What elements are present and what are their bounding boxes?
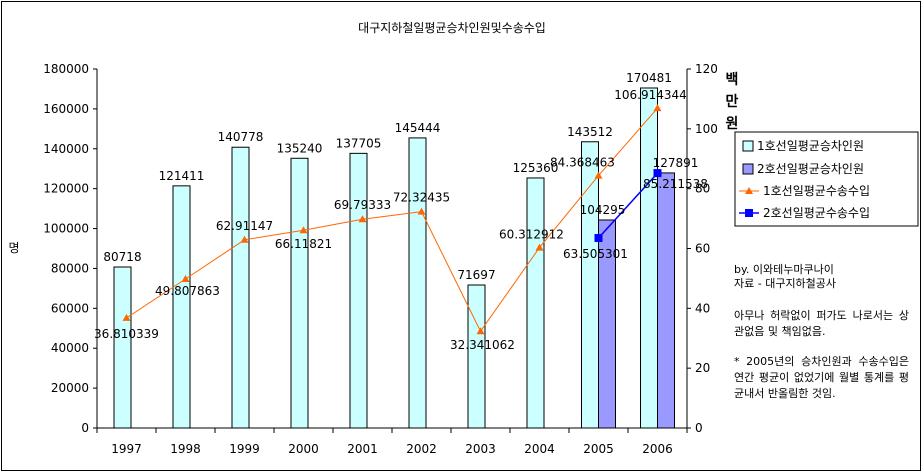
- right-tick-label: 0: [695, 421, 703, 435]
- line-label-line1-1999: 62.91147: [216, 219, 273, 233]
- bar-label-line1-2001: 137705: [336, 136, 382, 150]
- y2-axis-label: 원: [726, 116, 739, 132]
- marker-line1-revenue-1997: [122, 313, 131, 321]
- legend-label-line2-riders: 2호선일평균승차인원: [757, 162, 864, 176]
- line-label-line1-2006: 106.914344: [614, 88, 687, 102]
- bar-label-line1-2004: 125360: [513, 161, 559, 175]
- left-tick-label: 60000: [51, 301, 89, 315]
- right-tick-label: 80: [695, 182, 710, 196]
- x-tick-label: 1997: [111, 442, 142, 456]
- line-label-line2-2006: 85.211538: [643, 177, 708, 191]
- left-tick-label: 100000: [43, 222, 89, 236]
- x-tick-label: 2004: [524, 442, 555, 456]
- note-footnote: * 2005년의 승차인원과 수송수입은 연간 평균이 없었기에 월별 통계를 …: [734, 355, 909, 400]
- x-tick-label: 2003: [465, 442, 496, 456]
- left-tick-label: 20000: [51, 381, 89, 395]
- bar-line1-2001: [349, 152, 368, 429]
- bar-label-line1-2000: 135240: [277, 141, 323, 155]
- line-label-line1-2001: 69.79333: [334, 198, 391, 212]
- marker-line1-revenue-2002: [417, 207, 426, 215]
- bar-line1-2006: [640, 87, 658, 429]
- legend-swatch-line1-riders: [742, 140, 754, 152]
- bar-label-line1-1997: 80718: [103, 250, 141, 264]
- bar-line1-2004: [526, 177, 545, 429]
- marker-line1-revenue-2000: [299, 226, 308, 234]
- line-label-line1-2002: 72.32435: [393, 191, 450, 205]
- marker-line1-revenue-2004: [535, 243, 544, 251]
- line-label-line1-1998: 49.807863: [155, 284, 220, 298]
- bar-label-line1-2005: 143512: [567, 125, 613, 139]
- line-label-line1-2004: 60.312912: [499, 228, 564, 242]
- left-tick-label: 160000: [43, 102, 89, 116]
- marker-line2-revenue-2006: [653, 169, 662, 178]
- x-tick-label: 1999: [229, 442, 260, 456]
- y-axis-label: 명: [8, 241, 19, 255]
- legend-box: [734, 131, 919, 227]
- marker-line1-revenue-2005: [594, 171, 603, 179]
- chart-title: 대구지하철일평균승차인원및수송수입: [358, 21, 546, 35]
- right-tick-label: 20: [695, 361, 710, 375]
- x-tick-label: 2006: [642, 442, 673, 456]
- marker-line1-revenue-2006: [653, 104, 662, 112]
- y2-axis-label: 백: [726, 72, 739, 88]
- legend-label-line2-revenue: 2호선일평균수송수입: [763, 206, 870, 220]
- marker-line1-revenue-2003: [476, 327, 485, 335]
- bar-label-line1-1999: 140778: [218, 130, 264, 144]
- line-line2-revenue: [597, 172, 659, 239]
- line-line1-revenue: [126, 107, 658, 333]
- right-tick-label: 100: [695, 122, 718, 136]
- legend-marker-line2-revenue: [745, 209, 753, 217]
- y2-axis-label: 만: [726, 94, 739, 110]
- bar-label-line1-1998: 121411: [159, 169, 205, 183]
- line-label-line1-2000: 66.11821: [275, 237, 332, 251]
- bar-line1-1998: [172, 185, 191, 429]
- marker-line2-revenue-2005: [594, 234, 603, 243]
- bar-label-line2-2006: 127891: [653, 156, 699, 170]
- left-tick-label: 120000: [43, 182, 89, 196]
- legend-label-line1-riders: 1호선일평균승차인원: [757, 139, 864, 153]
- right-tick-label: 40: [695, 301, 710, 315]
- line-label-line1-2005: 84.368463: [550, 156, 615, 170]
- legend-swatch-line2-riders: [742, 163, 754, 175]
- line-label-line2-2005: 63.505301: [563, 247, 628, 261]
- bar-line1-2003: [467, 284, 486, 429]
- bar-label-line1-2002: 145444: [395, 121, 441, 135]
- left-tick-label: 80000: [51, 261, 89, 275]
- bar-line1-2005: [581, 141, 599, 429]
- right-tick-label: 60: [695, 242, 710, 256]
- right-tick-label: 120: [695, 62, 718, 76]
- note-disclaimer: 아무나 허락없이 퍼가도 나로서는 상관없음 및 책임없음.: [734, 309, 909, 338]
- x-tick-label: 2000: [288, 442, 319, 456]
- marker-line1-revenue-2001: [358, 215, 367, 223]
- left-tick-label: 0: [81, 421, 89, 435]
- x-tick-label: 2005: [583, 442, 614, 456]
- left-tick-label: 140000: [43, 142, 89, 156]
- marker-line1-revenue-1998: [181, 274, 190, 282]
- line-label-line1-2003: 32.341062: [450, 338, 515, 352]
- x-tick-label: 2002: [406, 442, 437, 456]
- legend-marker-line1-revenue: [745, 187, 753, 194]
- bar-label-line1-2003: 71697: [457, 268, 495, 282]
- bar-line1-2002: [408, 137, 427, 429]
- left-tick-label: 40000: [51, 341, 89, 355]
- bar-label-line2-2005: 104295: [580, 203, 626, 217]
- x-tick-label: 1998: [170, 442, 201, 456]
- line-label-line1-1997: 36.810339: [94, 327, 159, 341]
- bar-line1-1999: [231, 146, 250, 429]
- bar-line2-2005: [598, 219, 616, 429]
- bar-line1-2000: [290, 157, 309, 429]
- note-author: by. 이와테누마쿠나이: [734, 263, 834, 276]
- marker-line1-revenue-1999: [240, 235, 249, 243]
- legend-label-line1-revenue: 1호선일평균수송수입: [763, 184, 870, 198]
- x-tick-label: 2001: [347, 442, 378, 456]
- left-tick-label: 180000: [43, 62, 89, 76]
- note-source: 자료 - 대구지하철공사: [734, 277, 837, 290]
- bar-line2-2006: [657, 172, 675, 429]
- bar-line1-1997: [113, 266, 132, 429]
- bar-label-line1-2006: 170481: [626, 71, 672, 85]
